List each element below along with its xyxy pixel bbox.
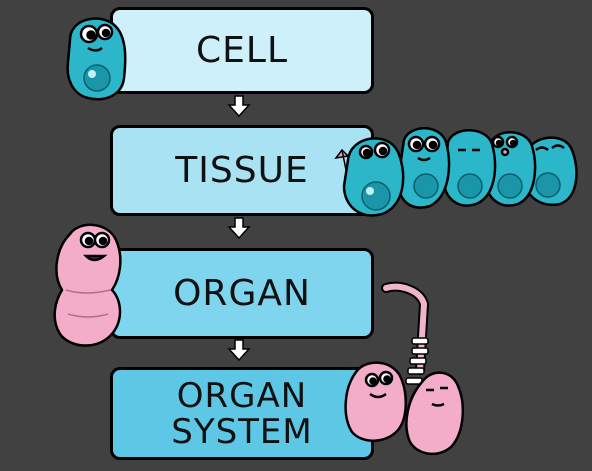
organ-system-character-icon — [344, 281, 464, 455]
down-arrow-icon — [227, 339, 251, 362]
level-organ-system-label-line2: SYSTEM — [171, 411, 313, 452]
level-cell-label: CELL — [196, 30, 288, 71]
cell-character-icon — [66, 17, 127, 101]
level-tissue-label: TISSUE — [175, 150, 309, 191]
down-arrow-icon — [227, 95, 251, 118]
level-organ-system-label-line1: ORGAN — [176, 375, 308, 416]
organ-character-icon — [53, 223, 122, 347]
level-cell-box: CELL — [110, 7, 374, 94]
level-organ-system-box: ORGAN SYSTEM — [110, 367, 374, 460]
down-arrow-icon — [227, 217, 251, 240]
level-organ-box: ORGAN — [110, 248, 374, 339]
level-organ-label: ORGAN — [173, 273, 311, 314]
level-tissue-box: TISSUE — [110, 125, 374, 216]
tissue-cells-icon — [334, 127, 578, 217]
